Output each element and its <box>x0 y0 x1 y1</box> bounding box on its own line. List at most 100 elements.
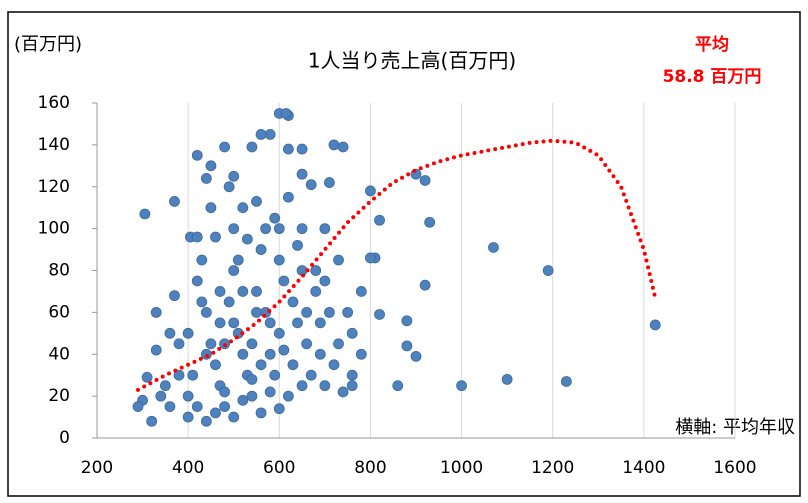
scatter-point <box>246 338 258 350</box>
scatter-point <box>241 233 253 245</box>
scatter-point <box>196 254 208 266</box>
scatter-point <box>264 386 276 398</box>
scatter-point <box>169 196 180 207</box>
y-tick-label: 80 <box>48 261 70 281</box>
scatter-point <box>205 338 217 350</box>
scatter-point <box>191 275 203 287</box>
scatter-point <box>210 231 221 243</box>
unit-label: (百万円) <box>14 34 82 55</box>
scatter-point <box>333 254 344 266</box>
scatter-point <box>346 327 358 339</box>
scatter-point <box>164 401 176 412</box>
scatter-point <box>182 390 194 402</box>
scatter-point <box>132 401 144 412</box>
scatter-point <box>355 286 367 297</box>
scatter-point <box>296 143 308 155</box>
scatter-point <box>314 317 326 329</box>
scatter-point <box>191 401 203 412</box>
x-tick-label: 400 <box>172 458 204 478</box>
scatter-point <box>228 223 240 235</box>
scatter-point <box>173 369 185 381</box>
scatter-point <box>542 265 554 276</box>
scatter-point <box>346 369 358 381</box>
scatter-point <box>319 275 331 287</box>
y-tick-label: 40 <box>48 344 70 364</box>
scatter-point <box>560 376 572 387</box>
scatter-point <box>264 348 276 360</box>
scatter-point <box>210 407 221 419</box>
scatter-point <box>419 175 431 186</box>
y-tick-label: 20 <box>48 386 70 406</box>
scatter-point <box>301 306 313 318</box>
scatter-point <box>150 306 162 318</box>
scatter-point <box>314 348 326 360</box>
scatter-point <box>287 359 299 371</box>
scatter-point <box>296 380 308 392</box>
scatter-point <box>305 179 317 191</box>
scatter-point <box>219 141 231 153</box>
scatter-point <box>228 317 240 329</box>
scatter-point <box>159 380 171 392</box>
scatter-point <box>214 317 226 329</box>
scatter-point <box>342 306 354 318</box>
scatter-point <box>264 317 276 329</box>
scatter-point <box>292 239 303 251</box>
y-tick-label: 0 <box>59 428 70 448</box>
scatter-point <box>200 306 212 318</box>
scatter-point <box>246 373 258 385</box>
scatter-point <box>182 327 194 339</box>
scatter-point <box>150 344 162 356</box>
scatter-point <box>287 296 299 308</box>
scatter-point <box>214 286 226 297</box>
scatter-point <box>155 390 167 402</box>
scatter-point <box>269 369 281 381</box>
scatter-point <box>232 254 244 266</box>
scatter-point <box>273 223 285 235</box>
scatter-point <box>251 286 262 297</box>
scatter-point <box>501 373 513 385</box>
y-tick-label: 60 <box>48 302 70 322</box>
scatter-point <box>219 401 231 412</box>
scatter-point <box>296 168 308 180</box>
scatter-point <box>419 279 431 291</box>
trend-line <box>136 138 658 392</box>
scatter-point <box>365 185 376 197</box>
scatter-point <box>319 380 331 392</box>
scatter-point <box>205 202 217 214</box>
scatter-point <box>187 369 199 381</box>
x-tick-label: 800 <box>354 458 386 478</box>
scatter-point <box>301 338 313 350</box>
scatter-point <box>324 177 335 188</box>
scatter-point <box>219 386 231 398</box>
y-tick-label: 100 <box>38 219 70 239</box>
scatter-point <box>182 411 194 423</box>
scatter-point <box>237 286 249 297</box>
scatter-point <box>223 181 235 193</box>
x-tick-label: 1000 <box>440 458 483 478</box>
scatter-point <box>264 129 276 140</box>
chart-title: 1人当り売上高(百万円) <box>308 49 516 73</box>
scatter-point <box>141 371 153 383</box>
scatter-point <box>305 369 317 381</box>
scatter-point <box>251 306 262 318</box>
scatter-point <box>296 223 308 235</box>
scatter-point <box>365 252 376 264</box>
x-tick-label: 1600 <box>713 458 756 478</box>
scatter-point <box>223 296 235 308</box>
scatter-point <box>337 141 349 153</box>
scatter-point <box>374 309 385 320</box>
scatter-point <box>456 380 467 392</box>
scatter-point <box>205 160 217 172</box>
scatter-point <box>278 275 290 287</box>
scatter-point <box>146 415 158 427</box>
scatter-point <box>355 348 367 360</box>
scatter-point <box>228 411 240 423</box>
scatter-point <box>333 338 344 350</box>
scatter-point <box>282 191 294 203</box>
x-tick-label: 1400 <box>622 458 665 478</box>
scatter-point <box>255 359 267 371</box>
scatter-point <box>260 223 272 235</box>
scatter-point <box>374 214 385 226</box>
y-tick-label: 120 <box>38 177 70 197</box>
